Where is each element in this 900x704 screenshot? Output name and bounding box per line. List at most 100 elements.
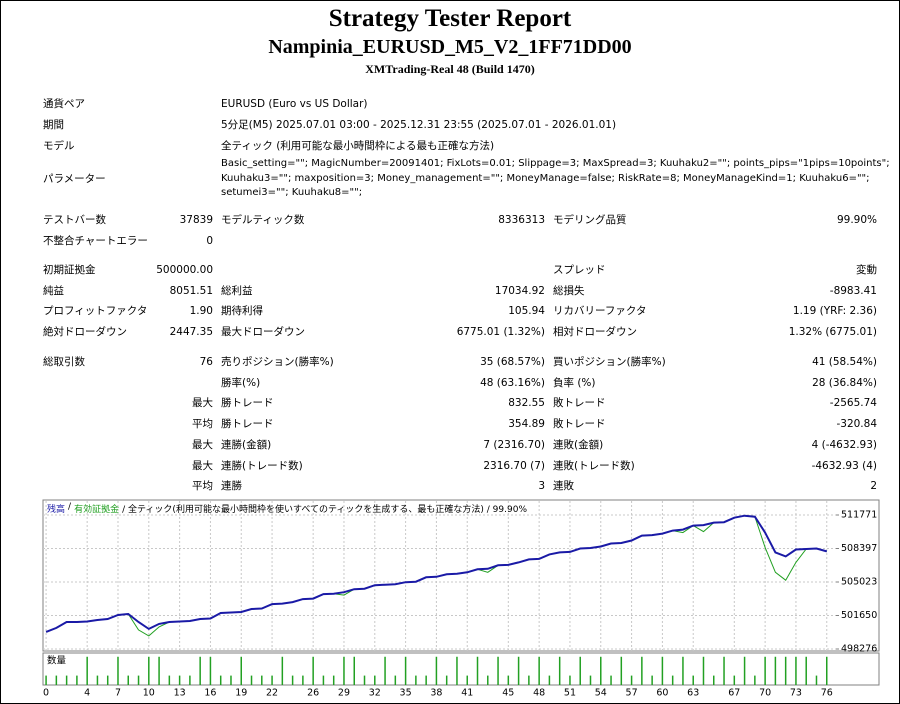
stat-value: 354.89	[508, 418, 545, 431]
report-subtitle: Nampinia_EURUSD_M5_V2_1FF71DD00	[268, 36, 632, 58]
x-tick-label: 29	[338, 688, 350, 699]
stat-label: 買いポジション(勝率%)	[553, 356, 666, 368]
x-tick-label: 60	[656, 688, 668, 699]
stat-value: 変動	[856, 264, 877, 276]
stat-value: 最大	[192, 438, 213, 451]
stat-value: 0	[206, 234, 213, 247]
stat-value: 76	[199, 356, 213, 368]
stat-label: 連勝(トレード数)	[221, 459, 303, 472]
stat-label: 売りポジション(勝率%)	[221, 356, 334, 368]
stat-value: 105.94	[508, 305, 545, 318]
info-label: パラメーター	[43, 173, 106, 185]
x-tick-label: 57	[626, 688, 638, 699]
x-tick-label: 67	[728, 688, 740, 699]
x-tick-label: 73	[790, 688, 802, 699]
server-name: XMTrading-Real 48 (Build 1470)	[365, 62, 535, 76]
stat-value: 1.90	[189, 305, 213, 318]
x-tick-label: 38	[430, 688, 442, 699]
stat-value: -4632.93 (4)	[811, 459, 877, 472]
stat-value: 41 (58.54%)	[812, 356, 877, 368]
stat-value: 8336313	[498, 214, 545, 226]
x-tick-label: 19	[235, 688, 247, 699]
stat-label: リカバリーファクタ	[553, 305, 647, 318]
x-tick-label: 45	[502, 688, 514, 699]
stat-label: 勝率(%)	[221, 376, 261, 389]
stat-label: 勝トレード	[221, 418, 274, 431]
volume-label: 数量	[47, 655, 67, 667]
info-label: 通貨ペア	[43, 98, 85, 110]
stat-label: 最大ドローダウン	[221, 326, 305, 339]
parameter-line: setumei3=""; Kuuhaku8="";	[221, 187, 363, 198]
stat-label: 連敗(トレード数)	[553, 459, 635, 472]
stat-value: -2565.74	[829, 397, 877, 410]
parameter-line: Kuuhaku3=""; maxposition=3; Money_manage…	[221, 172, 870, 184]
stat-value: 35 (68.57%)	[480, 356, 545, 368]
info-value: EURUSD (Euro vs US Dollar)	[221, 98, 368, 110]
stat-value: 17034.92	[494, 284, 545, 297]
stat-label: モデリング品質	[553, 214, 627, 226]
stat-value: 1.19 (YRF: 2.36)	[792, 305, 877, 318]
parameter-line: Basic_setting=""; MagicNumber=20091401; …	[221, 158, 890, 169]
legend-separator: /	[68, 502, 72, 512]
stat-label: 期待利得	[221, 305, 263, 318]
stat-label: 絶対ドローダウン	[43, 326, 127, 339]
chart-legend: 残高 / 有効証拠金 / 全ティック(利用可能な最小時間枠を使いすべてのティック…	[47, 502, 527, 515]
stat-value: 最大	[192, 397, 213, 410]
stat-value: 3	[538, 480, 545, 493]
x-tick-label: 26	[307, 688, 319, 699]
x-tick-label: 16	[204, 688, 216, 699]
x-tick-label: 7	[115, 688, 121, 699]
stat-label: 勝トレード	[221, 397, 274, 410]
stat-value: -8983.41	[829, 284, 877, 297]
stat-label: 連敗(金額)	[553, 438, 604, 451]
chart-note: / 全ティック(利用可能な最小時間枠を使いすべてのティックを生成する、最も正確な…	[122, 505, 527, 515]
info-label: モデル	[43, 140, 75, 152]
stat-label: 敗トレード	[553, 418, 606, 431]
stat-value: 2316.70 (7)	[483, 459, 545, 472]
stat-label: 総利益	[221, 284, 253, 297]
x-tick-label: 51	[564, 688, 576, 699]
report-title: Strategy Tester Report	[328, 5, 572, 32]
series-line	[45, 514, 828, 633]
stat-label: 相対ドローダウン	[553, 326, 637, 339]
info-value: 全ティック (利用可能な最小時間枠による最も正確な方法)	[221, 140, 495, 152]
stat-value: 832.55	[508, 397, 545, 410]
stat-value: 4 (-4632.93)	[811, 438, 877, 451]
stat-value: 48 (63.16%)	[480, 376, 545, 389]
stat-value: 2447.35	[169, 326, 213, 339]
x-tick-label: 70	[759, 688, 771, 699]
stat-value: 37839	[179, 214, 213, 226]
volume-frame	[42, 652, 880, 686]
stat-value: 500000.00	[156, 264, 213, 276]
y-tick-label: 511771	[841, 509, 877, 520]
legend-entry: 有効証拠金	[74, 505, 120, 515]
x-tick-label: 0	[43, 688, 49, 699]
stat-value: 1.32% (6775.01)	[788, 326, 877, 339]
info-value: 5分足(M5) 2025.07.01 03:00 - 2025.12.31 23…	[221, 119, 617, 131]
x-tick-label: 4	[84, 688, 90, 699]
x-tick-label: 48	[533, 688, 545, 699]
x-tick-label: 10	[143, 688, 155, 699]
stat-label: 敗トレード	[553, 397, 606, 410]
y-tick-label: 505023	[841, 577, 877, 588]
x-tick-label: 22	[266, 688, 278, 699]
stat-label: 連勝	[221, 480, 242, 493]
info-label: 期間	[43, 119, 64, 131]
stat-value: -320.84	[836, 418, 877, 431]
x-tick-label: 76	[821, 688, 833, 699]
stat-value: 99.90%	[836, 214, 877, 226]
stat-label: 初期証拠金	[43, 264, 96, 276]
stat-label: テストバー数	[43, 214, 106, 226]
stat-value: 平均	[192, 480, 213, 493]
y-tick-label: 501650	[841, 610, 877, 621]
stat-label: 純益	[43, 284, 64, 297]
legend-entry: 残高	[47, 505, 66, 515]
stat-label: 負率 (%)	[553, 376, 596, 389]
stat-label: 不整合チャートエラー	[43, 234, 148, 247]
stat-label: 連勝(金額)	[221, 438, 272, 451]
x-tick-label: 54	[595, 688, 607, 699]
stat-value: 7 (2316.70)	[483, 438, 545, 451]
x-tick-label: 41	[461, 688, 473, 699]
